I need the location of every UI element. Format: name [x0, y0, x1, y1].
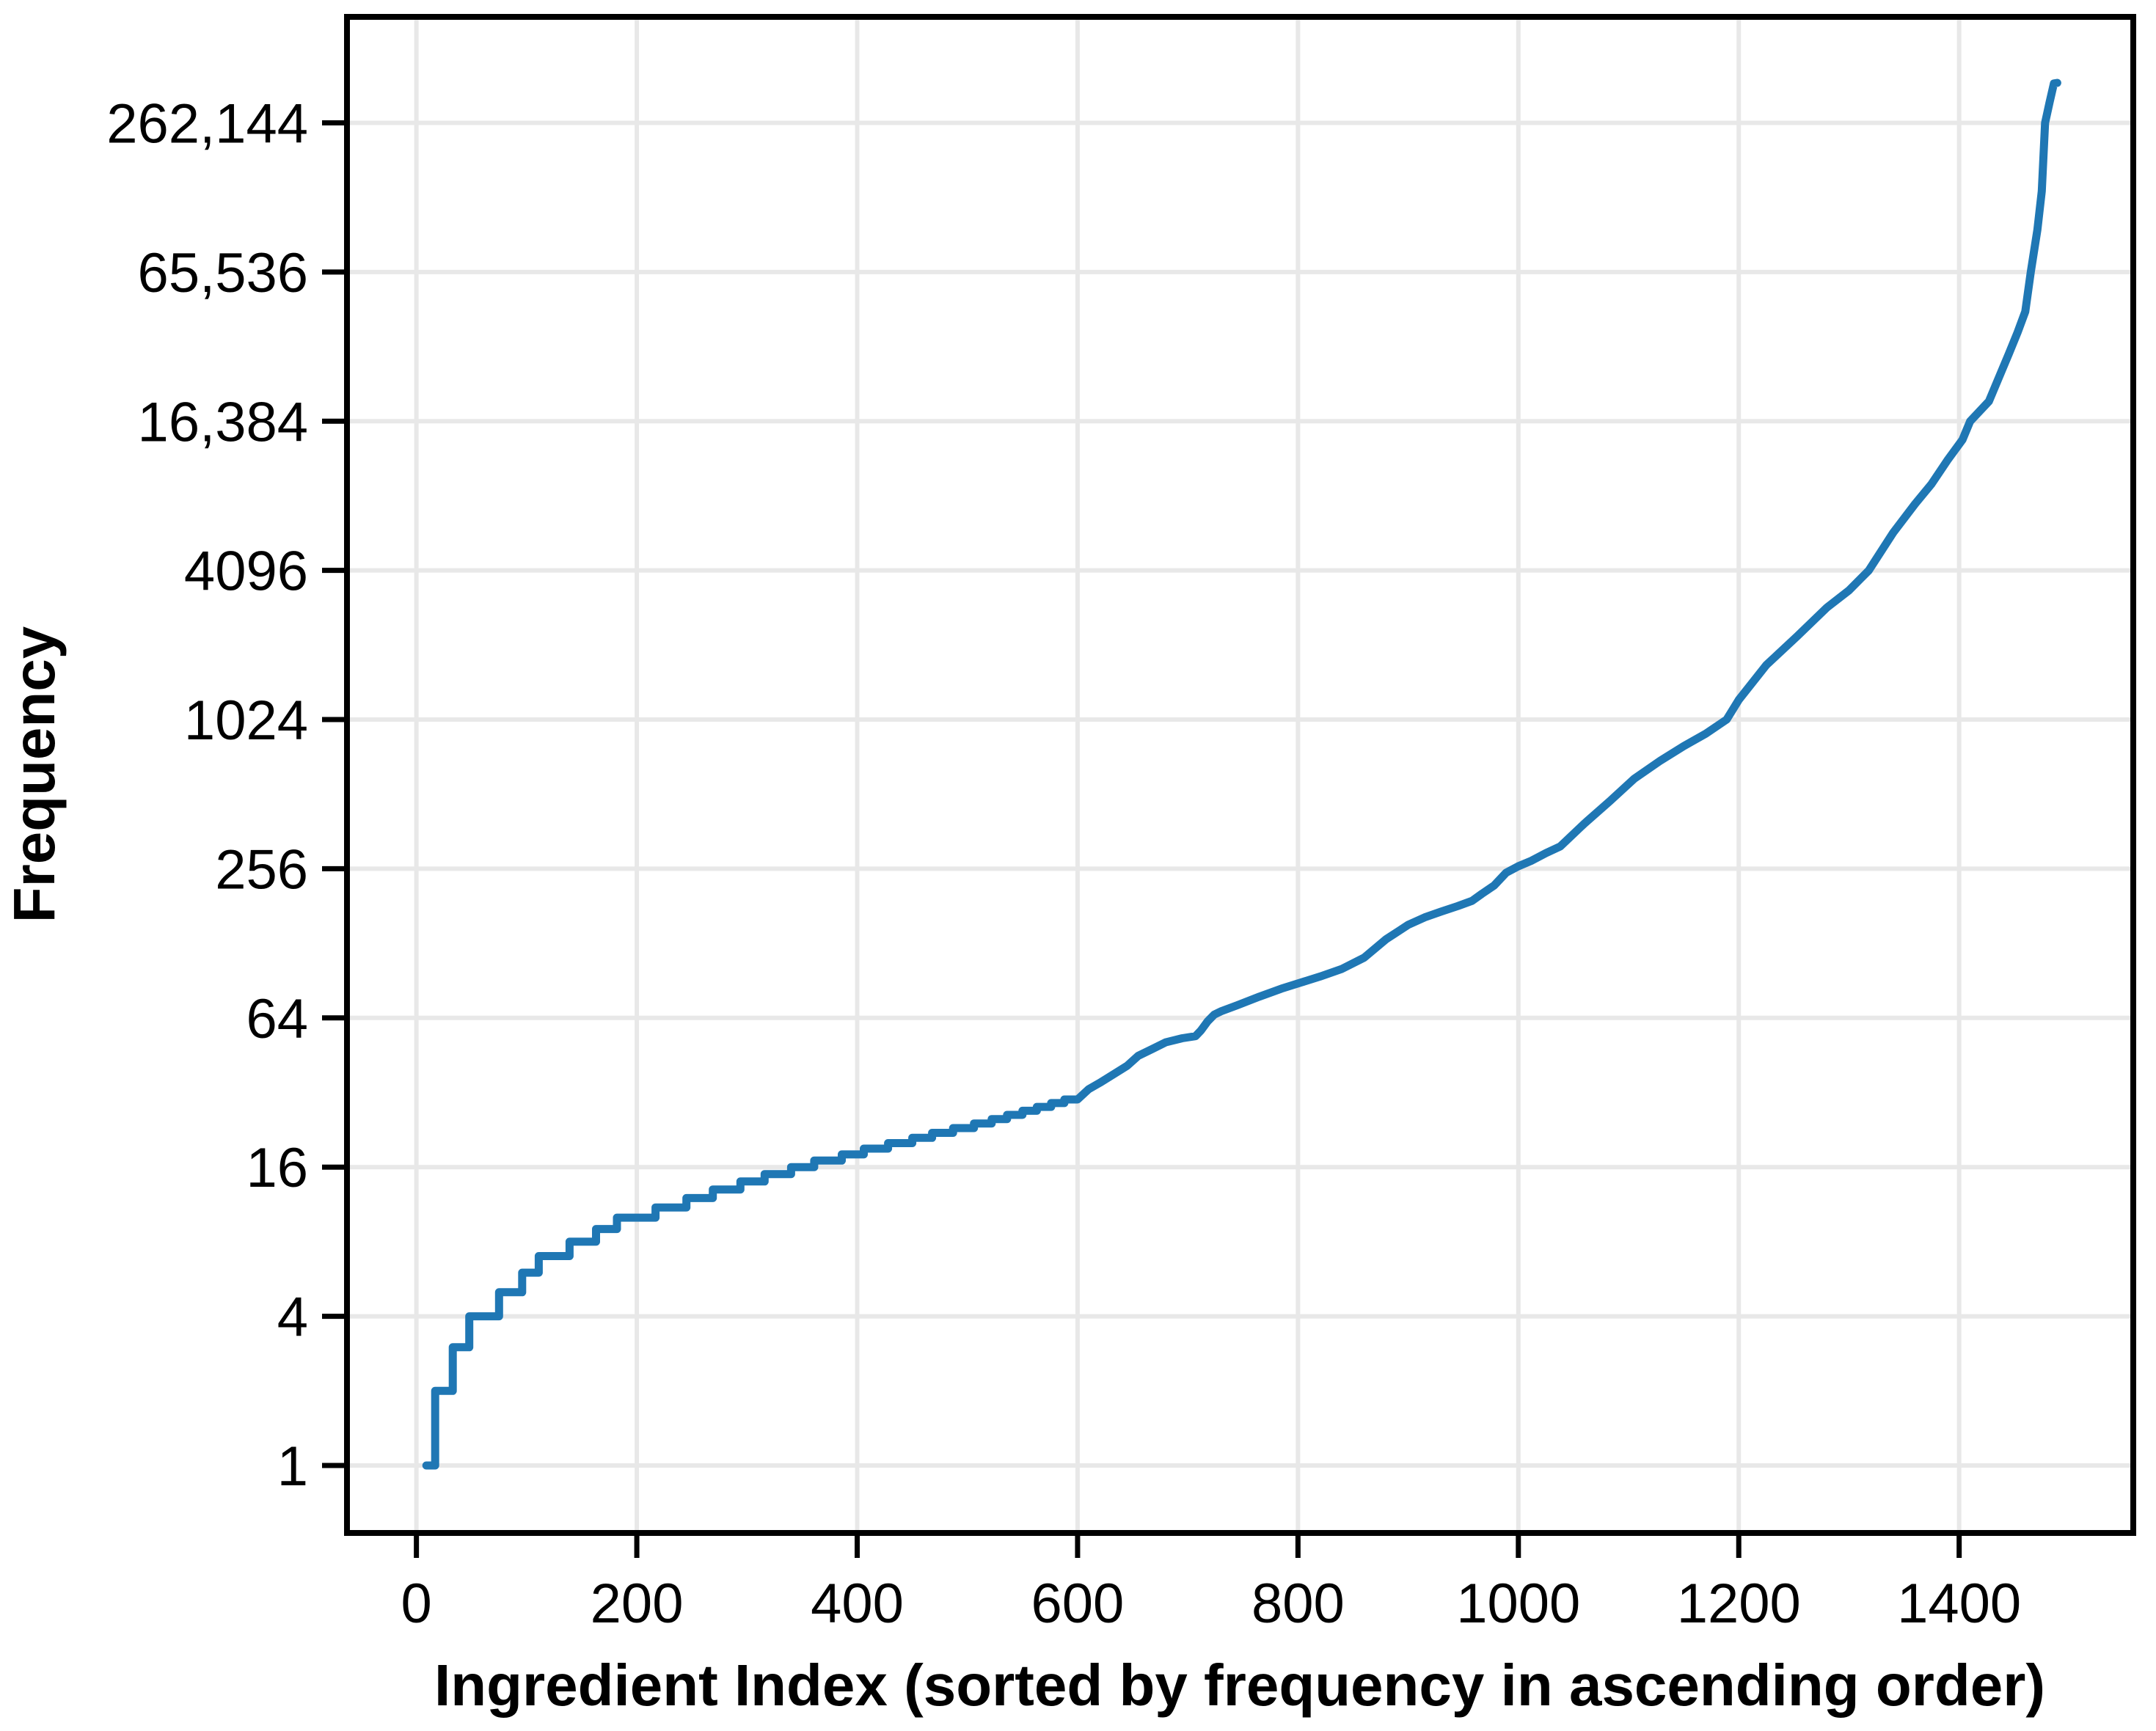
x-tick-label-400: 400 — [811, 1573, 904, 1635]
y-axis-title: Frequency — [1, 626, 67, 923]
x-tick-label-0: 0 — [401, 1573, 431, 1635]
x-axis-title: Ingredient Index (sorted by frequency in… — [434, 1653, 2045, 1718]
x-tick-label-1000: 1000 — [1456, 1573, 1580, 1635]
plot-border — [344, 14, 2136, 1536]
series-line-ingredient-frequency — [422, 78, 2061, 1470]
x-tick-label-1200: 1200 — [1677, 1573, 1801, 1635]
y-tick-label-1024: 1024 — [184, 689, 308, 752]
x-tick-label-200: 200 — [591, 1573, 684, 1635]
y-tick-label-262144: 262,144 — [106, 93, 308, 155]
x-tick-label-600: 600 — [1031, 1573, 1125, 1635]
y-tick-label-16384: 16,384 — [138, 391, 308, 453]
y-tick-label-4096: 4096 — [184, 541, 308, 603]
y-tick-label-65536: 65,536 — [138, 242, 308, 304]
y-tick-label-1: 1 — [277, 1435, 308, 1498]
y-tick-label-16: 16 — [246, 1137, 308, 1199]
y-tick-label-4: 4 — [277, 1287, 308, 1349]
x-tick-label-1400: 1400 — [1897, 1573, 2021, 1635]
x-tick-label-800: 800 — [1251, 1573, 1345, 1635]
y-tick-label-256: 256 — [215, 838, 308, 901]
y-tick-label-64: 64 — [246, 988, 308, 1050]
